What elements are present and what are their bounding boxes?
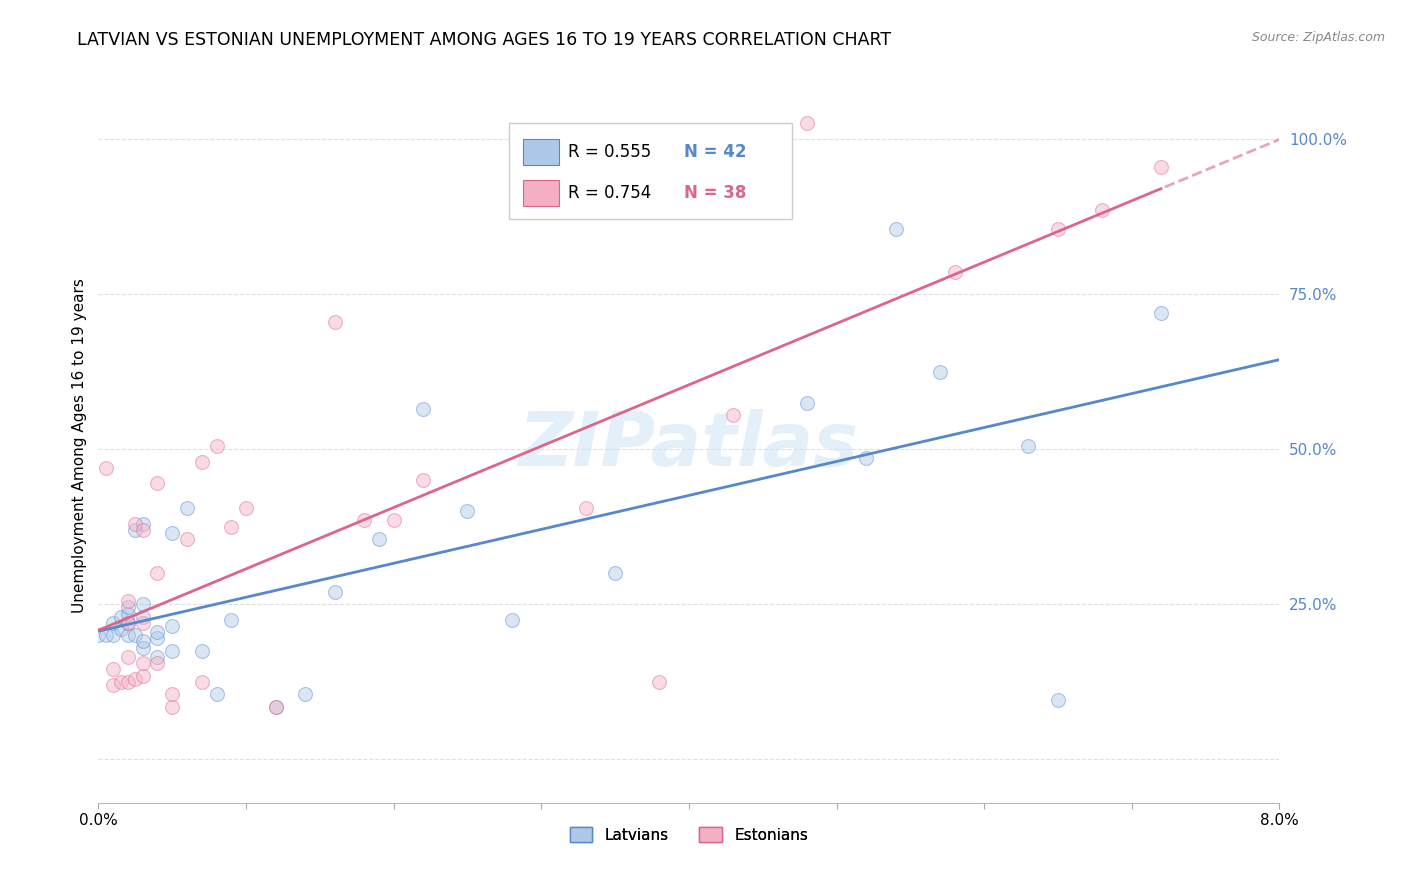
Latvians [294, 687, 316, 701]
Text: N = 38: N = 38 [685, 184, 747, 202]
Estonians [110, 674, 132, 689]
Estonians [1150, 160, 1173, 174]
Latvians [110, 622, 132, 636]
Estonians [264, 699, 287, 714]
Estonians [648, 674, 671, 689]
Latvians [132, 609, 155, 624]
Latvians [264, 699, 287, 714]
Latvians [146, 650, 169, 665]
Estonians [575, 501, 598, 516]
Latvians [124, 628, 146, 642]
Latvians [110, 609, 132, 624]
Legend: Latvians, Estonians: Latvians, Estonians [564, 821, 814, 848]
Latvians [103, 628, 125, 642]
Estonians [235, 501, 257, 516]
Estonians [146, 656, 169, 670]
Latvians [412, 401, 434, 416]
Latvians [221, 613, 243, 627]
Estonians [1046, 222, 1070, 236]
Latvians [117, 628, 139, 642]
Estonians [124, 516, 146, 531]
Latvians [368, 532, 391, 546]
Estonians [103, 678, 125, 692]
Latvians [94, 628, 117, 642]
Latvians [162, 619, 183, 633]
Latvians [146, 632, 169, 646]
Y-axis label: Unemployment Among Ages 16 to 19 years: Unemployment Among Ages 16 to 19 years [72, 278, 87, 614]
Latvians [176, 501, 198, 516]
Latvians [124, 523, 146, 537]
Latvians [103, 615, 125, 630]
Latvians [162, 525, 183, 540]
Latvians [205, 687, 228, 701]
Estonians [191, 454, 214, 468]
Latvians [132, 516, 155, 531]
Estonians [943, 265, 966, 279]
Latvians [146, 625, 169, 640]
Estonians [382, 513, 405, 527]
Estonians [124, 672, 146, 686]
Latvians [117, 615, 139, 630]
Latvians [605, 566, 627, 581]
Latvians [132, 640, 155, 655]
Latvians [132, 597, 155, 611]
Estonians [176, 532, 198, 546]
Estonians [162, 699, 183, 714]
Latvians [87, 628, 110, 642]
Text: ZIPatlas: ZIPatlas [519, 409, 859, 483]
Estonians [117, 615, 139, 630]
Text: N = 42: N = 42 [685, 143, 747, 161]
Latvians [132, 634, 155, 648]
Latvians [884, 222, 907, 236]
Latvians [929, 365, 952, 379]
Estonians [117, 650, 139, 665]
Estonians [132, 668, 155, 682]
Estonians [323, 315, 346, 329]
Estonians [94, 460, 117, 475]
Estonians [132, 615, 155, 630]
Latvians [796, 395, 818, 409]
Estonians [796, 116, 818, 130]
Estonians [723, 408, 745, 422]
Latvians [323, 584, 346, 599]
Estonians [103, 662, 125, 676]
Estonians [353, 513, 375, 527]
Latvians [191, 644, 214, 658]
Estonians [132, 523, 155, 537]
Latvians [1018, 439, 1040, 453]
Estonians [132, 656, 155, 670]
Estonians [1091, 203, 1114, 218]
Text: LATVIAN VS ESTONIAN UNEMPLOYMENT AMONG AGES 16 TO 19 YEARS CORRELATION CHART: LATVIAN VS ESTONIAN UNEMPLOYMENT AMONG A… [77, 31, 891, 49]
Estonians [205, 439, 228, 453]
Estonians [117, 594, 139, 608]
Estonians [117, 674, 139, 689]
Estonians [146, 476, 169, 491]
Estonians [412, 473, 434, 487]
Estonians [221, 519, 243, 533]
Text: R = 0.555: R = 0.555 [568, 143, 651, 161]
Latvians [1150, 305, 1173, 319]
Text: Source: ZipAtlas.com: Source: ZipAtlas.com [1251, 31, 1385, 45]
Latvians [162, 644, 183, 658]
Latvians [1046, 693, 1070, 707]
Latvians [117, 607, 139, 621]
Latvians [855, 451, 877, 466]
Estonians [162, 687, 183, 701]
Estonians [146, 566, 169, 581]
Estonians [191, 674, 214, 689]
Text: R = 0.754: R = 0.754 [568, 184, 651, 202]
Latvians [117, 600, 139, 615]
Latvians [457, 504, 479, 518]
Latvians [501, 613, 523, 627]
